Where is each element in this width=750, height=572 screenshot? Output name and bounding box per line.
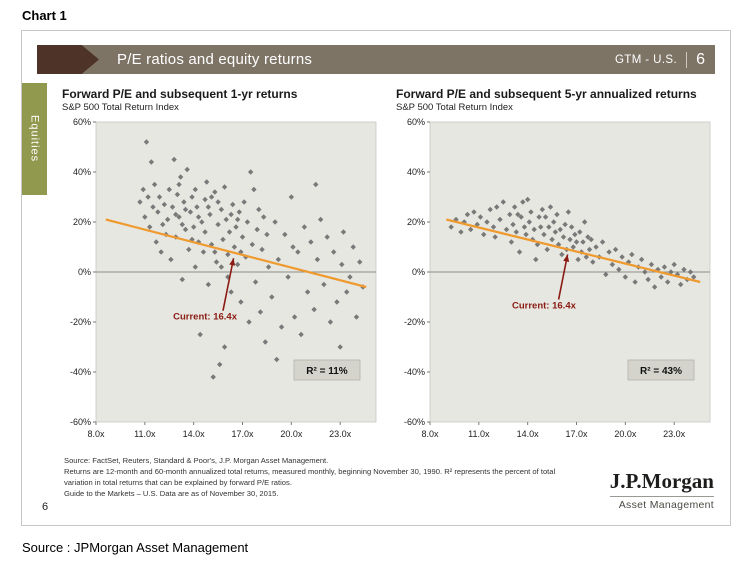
slide-page-number: 6 xyxy=(42,501,49,513)
svg-text:14.0x: 14.0x xyxy=(183,429,206,439)
source-notes: Source: FactSet, Reuters, Standard & Poo… xyxy=(64,455,609,499)
bottom-source-caption: Source : JPMorgan Asset Management xyxy=(22,540,249,555)
svg-text:17.0x: 17.0x xyxy=(565,429,588,439)
svg-text:11.0x: 11.0x xyxy=(468,429,490,439)
source-line: Source: FactSet, Reuters, Standard & Poo… xyxy=(64,456,329,465)
svg-text:8.0x: 8.0x xyxy=(87,429,105,439)
svg-text:Current: 16.4x: Current: 16.4x xyxy=(512,300,577,311)
source-line: variation in total returns that can be e… xyxy=(64,478,292,487)
svg-text:-20%: -20% xyxy=(70,317,91,327)
chart-title-5yr: Forward P/E and subsequent 5-yr annualiz… xyxy=(396,87,697,101)
chart-panel-1yr: Forward P/E and subsequent 1-yr returns … xyxy=(62,87,384,448)
gtm-badge: GTM - U.S. 6 xyxy=(615,45,705,74)
svg-text:14.0x: 14.0x xyxy=(517,429,540,439)
scatter-plot-5yr: 60% 40% 20% 0% -20% -40% -60% 8.0x 11.0x 14.0x 17.… xyxy=(404,117,711,439)
chart-title-1yr: Forward P/E and subsequent 1-yr returns xyxy=(62,87,298,101)
svg-text:40%: 40% xyxy=(73,167,91,177)
figure-label: Chart 1 xyxy=(22,8,67,23)
svg-text:-60%: -60% xyxy=(70,417,91,427)
gtm-label: GTM - U.S. xyxy=(614,53,678,66)
svg-text:8.0x: 8.0x xyxy=(421,429,439,439)
svg-text:20%: 20% xyxy=(407,217,425,227)
gtm-slide: P/E ratios and equity returns GTM - U.S.… xyxy=(21,30,731,526)
jpmorgan-logo: J.P.Morgan Asset Management xyxy=(609,469,714,511)
charts-row: Forward P/E and subsequent 1-yr returns … xyxy=(62,87,718,448)
svg-text:-20%: -20% xyxy=(404,317,425,327)
svg-text:11.0x: 11.0x xyxy=(134,429,156,439)
svg-text:23.0x: 23.0x xyxy=(663,429,686,439)
svg-text:0%: 0% xyxy=(78,267,91,277)
section-tab-equities: Equities xyxy=(22,83,47,195)
chart-panel-5yr: Forward P/E and subsequent 5-yr annualiz… xyxy=(396,87,718,448)
chart-subtitle-5yr: S&P 500 Total Return Index xyxy=(396,102,513,113)
gtm-divider xyxy=(686,51,688,68)
svg-text:60%: 60% xyxy=(73,117,91,127)
svg-text:-40%: -40% xyxy=(70,367,91,377)
svg-text:17.0x: 17.0x xyxy=(231,429,254,439)
scatter-plot-1yr: 60% 40% 20% 0% -20% -40% -60% 8.0x 11.0x 14.0x 17.… xyxy=(70,117,377,439)
svg-text:40%: 40% xyxy=(407,167,425,177)
slide-header: P/E ratios and equity returns GTM - U.S.… xyxy=(37,45,715,74)
source-line: Returns are 12-month and 60-month annual… xyxy=(64,467,556,476)
slide-title: P/E ratios and equity returns xyxy=(117,51,313,68)
svg-text:-40%: -40% xyxy=(404,367,425,377)
svg-text:0%: 0% xyxy=(412,267,425,277)
svg-text:20.0x: 20.0x xyxy=(614,429,637,439)
header-arrow-shape xyxy=(37,45,99,74)
chart-subtitle-1yr: S&P 500 Total Return Index xyxy=(62,102,179,113)
svg-text:Current: 16.4x: Current: 16.4x xyxy=(173,312,238,323)
svg-text:R² = 11%: R² = 11% xyxy=(306,366,348,377)
jpmorgan-logo-wordmark: J.P.Morgan xyxy=(609,469,714,497)
svg-text:-60%: -60% xyxy=(404,417,425,427)
svg-text:20%: 20% xyxy=(73,217,91,227)
source-line: Guide to the Markets – U.S. Data are as … xyxy=(64,489,279,498)
svg-text:20.0x: 20.0x xyxy=(280,429,303,439)
svg-text:23.0x: 23.0x xyxy=(329,429,352,439)
svg-text:60%: 60% xyxy=(407,117,425,127)
jpmorgan-logo-subtitle: Asset Management xyxy=(618,499,714,511)
svg-text:R² = 43%: R² = 43% xyxy=(640,366,682,377)
gtm-page-number: 6 xyxy=(696,50,705,68)
